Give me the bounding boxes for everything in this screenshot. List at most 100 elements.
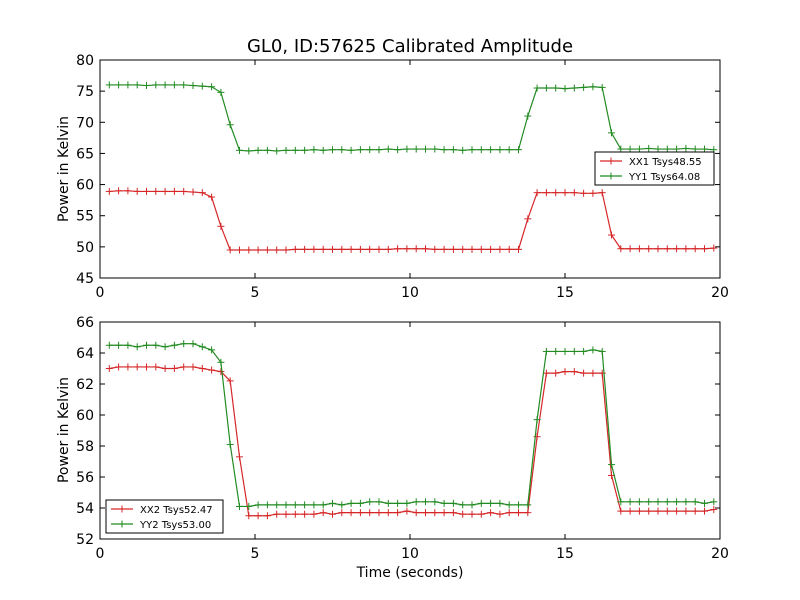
top-series-2-point	[226, 121, 234, 129]
bottom-series-1-point	[654, 507, 662, 515]
top-series-1-point	[663, 245, 671, 253]
bottom-series-2-point	[580, 347, 588, 355]
bottom-series-1-point	[431, 509, 439, 517]
top-series-1-point	[505, 245, 513, 253]
bottom-series-1-point	[459, 510, 467, 518]
bottom-series-1-point	[515, 509, 522, 517]
top-series-2-point	[524, 112, 532, 120]
bottom-series-1-point	[282, 510, 290, 518]
top-series-1-point	[217, 222, 225, 230]
top-series-1-point	[394, 245, 402, 253]
top-series-2-point	[645, 144, 653, 152]
bottom-series-2-point	[366, 498, 374, 506]
top-series-1-point	[198, 189, 206, 197]
top-series-2-point	[635, 145, 643, 153]
bottom-series-2-point	[626, 498, 634, 506]
bottom-y-tick-label: 58	[76, 439, 94, 455]
top-axes-frame	[99, 59, 721, 279]
top-series-2-point	[356, 146, 364, 154]
bottom-series-1-point	[263, 512, 271, 520]
bottom-series-1-point	[226, 377, 234, 385]
bottom-series-1-point	[477, 510, 485, 518]
top-series-2-point	[319, 146, 327, 154]
bottom-series-2-point	[384, 499, 392, 507]
top-series-1-point	[710, 244, 718, 252]
top-x-tick-label: 0	[96, 285, 105, 301]
bottom-series-1-point	[542, 369, 550, 377]
top-y-tick-label: 80	[76, 53, 94, 69]
bottom-series-1-point	[170, 365, 178, 372]
bottom-x-tick-label: 5	[251, 546, 260, 562]
top-series-1-point	[143, 187, 150, 195]
top-legend-label: YY1 Tsys64.08	[628, 172, 700, 183]
bottom-series-2-point	[505, 501, 513, 509]
top-y-axis-label: Power in Kelvin	[56, 116, 72, 222]
top-series-1-point	[329, 245, 336, 253]
top-series-1-point	[115, 187, 123, 195]
top-legend-item: YY1 Tsys64.08	[600, 172, 700, 183]
bottom-series-1-point	[366, 509, 374, 517]
top-series-2-point	[533, 84, 541, 92]
bottom-series-2-point	[542, 347, 550, 355]
top-series-1-point	[301, 245, 309, 253]
bottom-y-tick-label: 52	[76, 532, 94, 548]
top-series-1-point	[105, 187, 113, 195]
top-series-1-point	[524, 215, 532, 223]
top-series-1-point	[552, 189, 560, 197]
top-y-tick-label: 50	[76, 240, 94, 256]
top-series-2-point	[310, 146, 318, 154]
bottom-series-2-point	[198, 343, 206, 351]
top-series-line-1	[109, 190, 714, 251]
top-series-2-point	[654, 145, 662, 153]
top-y-tick-label: 60	[76, 178, 94, 194]
bottom-series-2-point	[440, 499, 448, 507]
top-series-1-point	[254, 246, 262, 254]
top-legend-item: XX1 Tsys48.55	[600, 157, 702, 168]
top-y-tick-label: 75	[76, 84, 94, 100]
bottom-series-2-point	[310, 501, 318, 509]
bottom-series-2-point	[375, 498, 383, 506]
bottom-series-2-point	[459, 501, 467, 509]
top-series-1-point	[245, 246, 253, 254]
bottom-series-2-point	[663, 498, 671, 506]
bottom-series-2-point	[152, 341, 160, 349]
top-legend: XX1 Tsys48.55 YY1 Tsys64.08	[594, 151, 715, 186]
top-series-2-point	[394, 146, 402, 154]
top-series-2-point	[542, 84, 550, 92]
top-series-2-point	[608, 129, 615, 137]
bottom-series-1-point	[645, 507, 653, 515]
bottom-y-tick-label: 64	[76, 346, 94, 362]
top-series-2-point	[236, 146, 243, 154]
bottom-series-1-point	[412, 509, 420, 517]
top-series-2-point	[403, 145, 411, 153]
top-series-2-point	[291, 146, 299, 154]
bottom-series-line-2	[109, 343, 714, 508]
bottom-series-1-point	[208, 366, 216, 374]
top-series-1-point	[356, 245, 364, 253]
bottom-series-1-point	[449, 509, 457, 517]
bottom-series-1-point	[552, 369, 560, 377]
bottom-x-tick-label: 20	[711, 546, 729, 562]
top-series-1-point	[310, 245, 318, 253]
bottom-series-1-point	[133, 363, 141, 371]
bottom-series-2-point	[635, 498, 643, 506]
bottom-series-2-point	[208, 346, 216, 354]
top-series-2-point	[673, 145, 681, 153]
bottom-series-group	[105, 340, 718, 520]
bottom-x-tick-label: 10	[401, 546, 419, 562]
bottom-series-2-point	[589, 346, 597, 354]
top-series-2-point	[105, 81, 113, 89]
bottom-series-1-point	[440, 509, 448, 517]
bottom-series-2-point	[105, 341, 113, 349]
bottom-series-2-point	[617, 498, 625, 506]
top-series-1-point	[189, 188, 197, 196]
top-legend-label: XX1 Tsys48.55	[629, 157, 702, 168]
bottom-series-2-point	[133, 343, 141, 351]
bottom-series-1-point	[254, 512, 262, 520]
top-series-2-point	[701, 145, 708, 153]
bottom-series-1-point	[468, 510, 476, 518]
top-series-2-point	[245, 147, 253, 155]
bottom-series-1-point	[422, 509, 429, 517]
bottom-series-1-point	[245, 512, 253, 520]
